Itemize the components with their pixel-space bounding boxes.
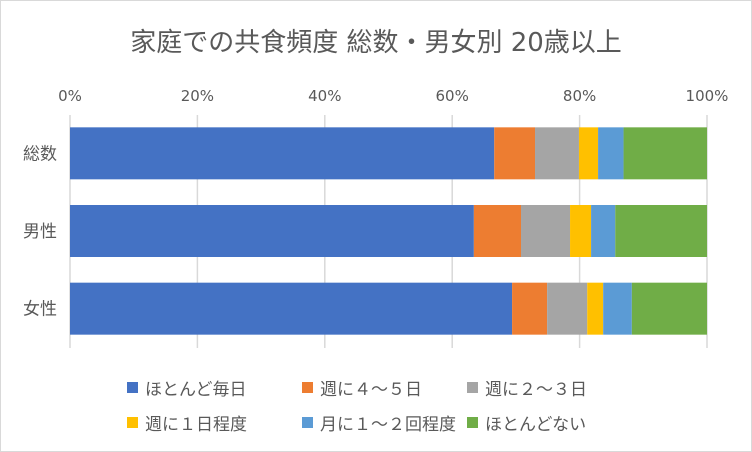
bar-segment bbox=[473, 205, 521, 257]
bar-segment bbox=[535, 127, 579, 180]
legend-item: 月に１～２回程度 bbox=[302, 410, 456, 435]
legend-swatch bbox=[127, 417, 138, 428]
legend-label: 月に１～２回程度 bbox=[320, 415, 456, 435]
legend-label: 週に４～５日 bbox=[320, 380, 422, 400]
bar-segment bbox=[494, 127, 536, 180]
legend-swatch bbox=[302, 382, 313, 393]
legend-label: ほとんど毎日 bbox=[145, 380, 247, 400]
x-tick-label: 80% bbox=[563, 87, 596, 105]
x-tick-label: 0% bbox=[58, 87, 82, 105]
bar-segment bbox=[70, 205, 474, 257]
bar-segment bbox=[547, 282, 588, 335]
bar-segment bbox=[591, 205, 616, 257]
chart-title: 家庭での共食頻度 総数・男女別 20歳以上 bbox=[130, 28, 622, 58]
x-tick-label: 100% bbox=[686, 87, 729, 105]
legend-item: ほとんどない bbox=[467, 410, 586, 435]
legend-label: 週に２～３日 bbox=[485, 380, 587, 400]
bar-segment bbox=[70, 127, 495, 180]
x-tick-label: 60% bbox=[436, 87, 469, 105]
bar-segment bbox=[578, 127, 599, 180]
legend-swatch bbox=[127, 382, 138, 393]
x-tick-label: 40% bbox=[308, 87, 341, 105]
bar-segment bbox=[70, 282, 513, 335]
bar-segment bbox=[570, 205, 592, 257]
legend-swatch bbox=[302, 417, 313, 428]
bar-segment bbox=[623, 127, 707, 180]
bar-segment bbox=[512, 282, 548, 335]
legend-item: 週に４～５日 bbox=[302, 375, 422, 400]
legend-swatch bbox=[467, 382, 478, 393]
legend-item: 週に１日程度 bbox=[127, 410, 247, 435]
category-label: 男性 bbox=[23, 222, 57, 242]
legend-label: 週に１日程度 bbox=[145, 415, 247, 435]
category-label: 総数 bbox=[23, 144, 57, 164]
bar-segment bbox=[598, 127, 624, 180]
legend-item: ほとんど毎日 bbox=[127, 375, 247, 400]
legend-item: 週に２～３日 bbox=[467, 375, 587, 400]
bar-segment bbox=[587, 282, 604, 335]
x-tick-label: 20% bbox=[181, 87, 214, 105]
bar-segment bbox=[603, 282, 632, 335]
legend-label: ほとんどない bbox=[485, 415, 587, 435]
bar-segment bbox=[615, 205, 707, 257]
category-label: 女性 bbox=[23, 300, 57, 320]
legend-swatch bbox=[467, 417, 478, 428]
bar-segment bbox=[520, 205, 571, 257]
bar-segment bbox=[631, 282, 707, 335]
